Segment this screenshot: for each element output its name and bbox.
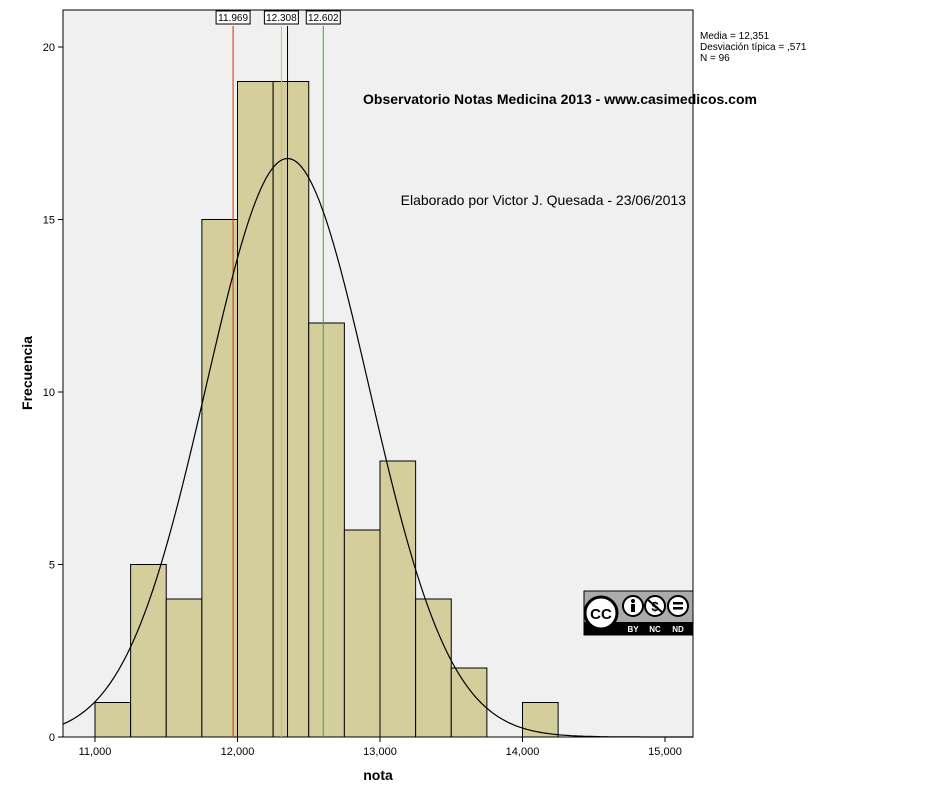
normal-curve (62, 157, 693, 738)
y-axis-title: Frecuencia (19, 336, 35, 410)
reference-lines: 11.969 12.308 12.602 (215, 10, 341, 737)
histogram-bar (201, 219, 238, 738)
nd-equals-icon (667, 595, 689, 617)
stat-n: N = 96 (700, 53, 730, 64)
y-tick-label: 0 (49, 732, 55, 744)
histogram-bar (379, 460, 417, 738)
svg-text:11.969: 11.969 (218, 13, 248, 24)
x-axis: 11,000 12,000 13,000 14,000 15,000 (79, 737, 682, 758)
y-axis: 0 5 10 15 20 (43, 42, 63, 744)
cc-label-nd: ND (672, 625, 684, 634)
y-tick-label: 5 (49, 560, 55, 572)
x-tick-label: 14,000 (506, 746, 540, 758)
histogram-bars (94, 81, 559, 738)
cc-label-by: BY (627, 625, 639, 634)
histogram-bar (272, 81, 310, 738)
cc-label-nc: NC (649, 625, 661, 634)
reference-line-label: 11.969 (215, 10, 251, 25)
x-tick-label: 13,000 (363, 746, 397, 758)
reference-line-label: 12.602 (305, 10, 341, 25)
svg-text:12.602: 12.602 (308, 13, 339, 24)
histogram-bar (94, 702, 132, 738)
y-tick-label: 10 (43, 387, 55, 399)
histogram-bar (130, 564, 167, 738)
x-tick-label: 11,000 (79, 746, 112, 758)
annotation-subtitle: Elaborado por Victor J. Quesada - 23/06/… (401, 192, 687, 208)
histogram-bar (165, 598, 203, 738)
histogram-bar (308, 322, 345, 738)
svg-text:12.308: 12.308 (266, 13, 297, 24)
x-tick-label: 15,000 (648, 746, 682, 758)
cc-license-badge: CC $ BY NC ND (583, 590, 694, 636)
annotation-title: Observatorio Notas Medicina 2013 - www.c… (363, 91, 757, 107)
cc-logo-icon (583, 595, 619, 631)
y-tick-label: 20 (43, 42, 55, 54)
reference-line-label: 12.308 (263, 10, 299, 25)
y-tick-label: 15 (43, 215, 55, 227)
cc-logo-text: CC (590, 606, 612, 623)
histogram-bar (237, 81, 274, 738)
histogram-bar (343, 529, 381, 738)
histogram-bar (522, 702, 559, 738)
x-tick-label: 12,000 (221, 746, 255, 758)
stat-mean: Media = 12,351 (700, 31, 770, 42)
x-axis-title: nota (363, 767, 393, 783)
stat-sd: Desviación típica = ,571 (700, 42, 807, 53)
